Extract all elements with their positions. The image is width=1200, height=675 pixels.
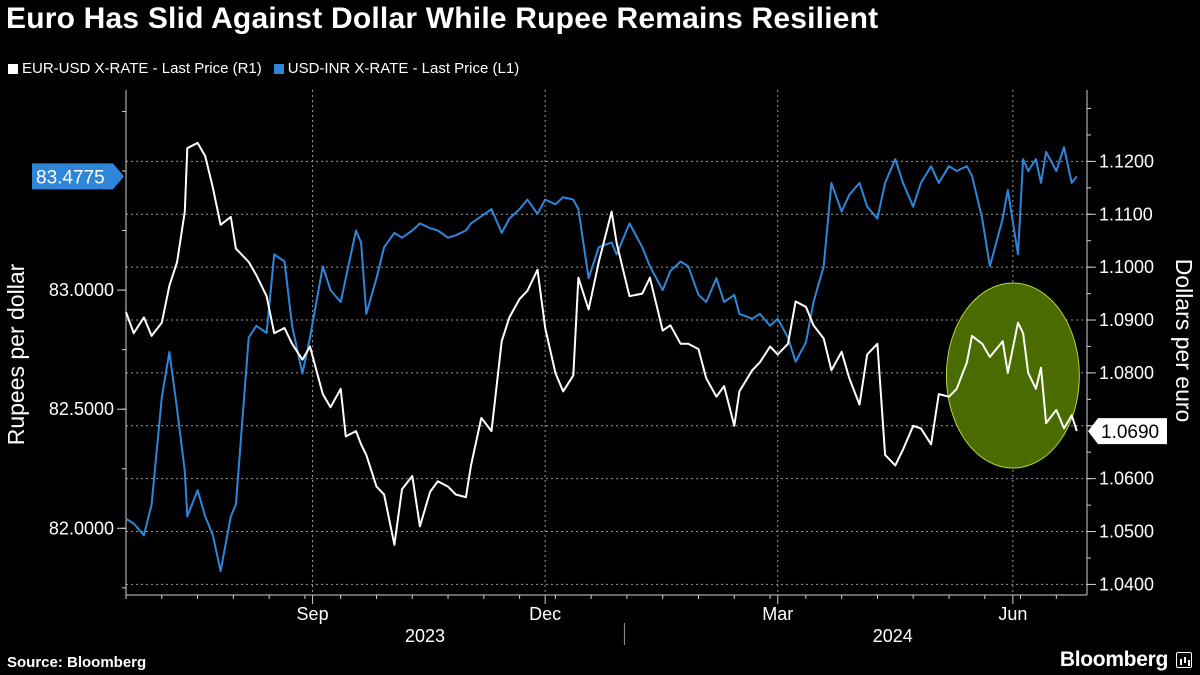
- left-tick-label: 82.0000: [49, 518, 114, 538]
- right-tick-label: 1.1100: [1099, 204, 1153, 224]
- right-tick-label: 1.1000: [1099, 257, 1154, 277]
- legend-item-eur-usd: EUR-USD X-RATE - Last Price (R1): [8, 60, 262, 77]
- right-tick-label: 1.0600: [1099, 469, 1154, 489]
- brand-logo: Bloomberg: [1059, 648, 1168, 671]
- left-axis-title: Rupees per dollar: [3, 263, 29, 445]
- x-tick-label: Mar: [762, 604, 793, 624]
- legend-label-eur-usd: EUR-USD X-RATE - Last Price (R1): [22, 60, 262, 77]
- last-value-tag-inr: [32, 163, 124, 190]
- last-value-label-eur: 1.0690: [1101, 422, 1159, 443]
- right-tick-label: 1.0500: [1099, 522, 1154, 542]
- x-tick-label: Dec: [529, 604, 561, 624]
- left-tick-label: 82.5000: [49, 399, 114, 419]
- legend: EUR-USD X-RATE - Last Price (R1) USD-INR…: [8, 60, 531, 77]
- last-value-label-inr: 83.4775: [36, 167, 105, 188]
- right-tick-label: 1.0800: [1099, 363, 1154, 383]
- legend-label-usd-inr: USD-INR X-RATE - Last Price (L1): [287, 60, 520, 77]
- x-tick-label: Jun: [998, 604, 1027, 624]
- legend-item-usd-inr: USD-INR X-RATE - Last Price (L1): [273, 60, 520, 77]
- source-note: Source: Bloomberg: [7, 654, 147, 671]
- legend-swatch-eur-usd: [8, 63, 18, 74]
- chart-title: Euro Has Slid Against Dollar While Rupee…: [6, 2, 879, 35]
- year-label: 2024: [873, 626, 913, 646]
- legend-swatch-usd-inr: [273, 63, 284, 74]
- left-tick-label: 83.0000: [49, 280, 114, 300]
- right-axis-title: Dollars per euro: [1171, 259, 1197, 423]
- chart-icon: [1176, 652, 1192, 668]
- right-tick-label: 1.0400: [1099, 574, 1154, 594]
- series-line-eur-usd: [125, 141, 1078, 546]
- highlight-ellipse: [945, 282, 1080, 469]
- last-value-tag-eur: [1088, 418, 1167, 445]
- x-tick-label: Sep: [297, 604, 329, 624]
- right-tick-label: 1.1200: [1099, 151, 1154, 171]
- right-tick-label: 1.0900: [1099, 310, 1154, 330]
- year-label: 2023: [405, 626, 445, 646]
- series-line-usd-inr: [125, 146, 1078, 573]
